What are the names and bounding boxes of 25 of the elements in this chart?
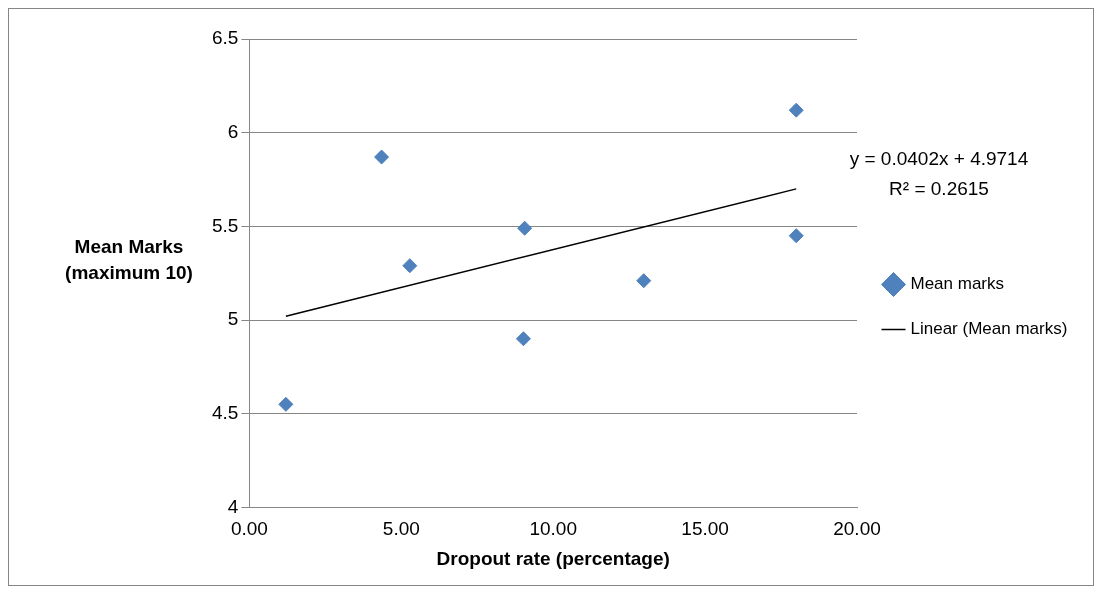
x-axis-title: Dropout rate (percentage) <box>436 547 670 569</box>
y-tick-label: 5 <box>227 308 239 330</box>
legend-label: Linear (Mean marks) <box>910 319 1068 339</box>
x-tick-label: 10.00 <box>529 518 577 540</box>
y-tick-label: 4.5 <box>211 401 239 423</box>
point <box>636 273 652 289</box>
x-tick-label: 20.00 <box>833 518 881 540</box>
y-tick-label: 4 <box>227 495 239 517</box>
point <box>517 220 533 236</box>
point <box>374 149 390 165</box>
point <box>278 396 294 412</box>
x-tick-label: 15.00 <box>681 518 729 540</box>
x-tick-label: 5.00 <box>382 518 420 540</box>
annotation: y = 0.0402x + 4.9714 <box>848 147 1030 171</box>
point <box>402 258 418 274</box>
y-tick-label: 5.5 <box>211 214 239 236</box>
y-axis-title: Mean Marks (maximum 10) <box>64 235 194 285</box>
point <box>788 228 804 244</box>
y-tick-label: 6 <box>227 120 239 142</box>
x-tick-label: 0.00 <box>230 518 268 540</box>
y-tick-label: 6.5 <box>211 27 239 49</box>
point <box>515 331 531 347</box>
legend-label: Mean marks <box>910 274 1005 294</box>
text: R² = 0.2615 <box>888 177 990 201</box>
point <box>788 102 804 118</box>
